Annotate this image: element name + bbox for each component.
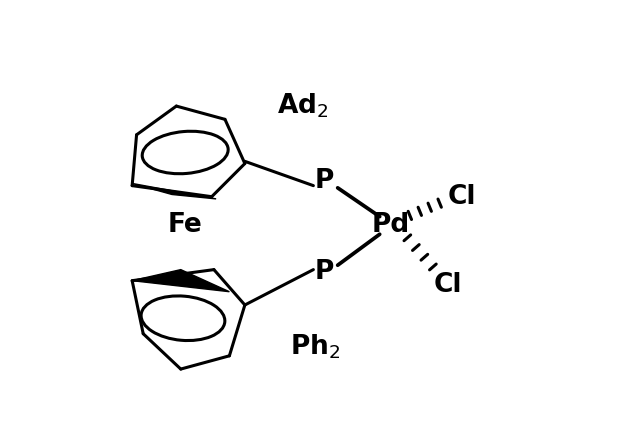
Text: P: P (315, 168, 334, 194)
Text: Cl: Cl (447, 184, 476, 210)
Text: P: P (315, 259, 334, 285)
Text: Pd: Pd (372, 213, 410, 238)
Polygon shape (132, 183, 216, 199)
Text: Ad$_2$: Ad$_2$ (276, 92, 328, 120)
Text: Ph$_2$: Ph$_2$ (291, 333, 340, 361)
Text: Cl: Cl (434, 272, 463, 298)
Text: Fe: Fe (168, 213, 203, 238)
Polygon shape (132, 270, 229, 292)
